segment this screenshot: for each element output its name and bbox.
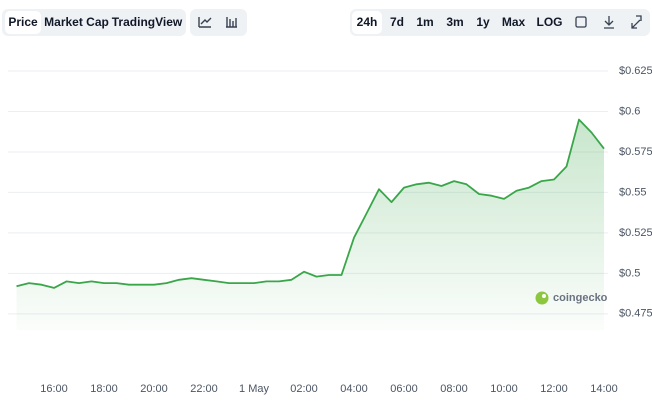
range-button[interactable]: 3m <box>446 15 463 29</box>
range-button[interactable]: 1m <box>416 15 433 29</box>
x-tick-label: 12:00 <box>540 383 568 395</box>
y-tick-label: $0.525 <box>619 227 652 239</box>
toolbar-icons <box>575 15 642 29</box>
x-tick-label: 1 May <box>239 383 269 395</box>
plot-area: $0.475 $0.5 $0.525 $0.55 $0.575 $0.6 $0.625 16:… <box>8 65 652 395</box>
line-icon[interactable] <box>198 17 212 28</box>
calendar-icon[interactable] <box>575 16 587 28</box>
view-tab[interactable]: TradingView <box>112 15 183 29</box>
active-tab <box>5 11 41 34</box>
x-tick-label: 10:00 <box>490 383 518 395</box>
y-tick-label: $0.625 <box>619 65 652 77</box>
watermark-logo-eye <box>542 294 546 298</box>
x-tick-label: 22:00 <box>190 383 218 395</box>
y-tick-label: $0.55 <box>619 186 647 198</box>
price-line <box>16 118 605 289</box>
range-button[interactable]: 24h <box>357 15 378 29</box>
x-tick-label: 02:00 <box>290 383 318 395</box>
bar-icon[interactable] <box>226 17 237 28</box>
x-tick-label: 14:00 <box>590 383 618 395</box>
x-tick-label: 08:00 <box>440 383 468 395</box>
range-button[interactable]: 7d <box>390 15 404 29</box>
watermark-text: coingecko <box>553 292 608 304</box>
view-tab[interactable]: Price <box>8 15 38 29</box>
y-tick-label: $0.5 <box>619 267 640 279</box>
download-icon[interactable] <box>604 16 614 29</box>
range-group <box>350 9 650 36</box>
view-tab[interactable]: Market Cap <box>44 15 109 29</box>
x-tick-label: 16:00 <box>40 383 68 395</box>
range-button[interactable]: 1y <box>476 15 490 29</box>
x-tick-label: 06:00 <box>390 383 418 395</box>
watermark: coingecko <box>535 291 608 305</box>
toolbar: Price Market Cap TradingView 24h 7d 1m 3m 1y Max… <box>5 11 563 34</box>
y-tick-label: $0.575 <box>619 146 652 158</box>
expand-icon[interactable] <box>631 15 642 29</box>
range-button[interactable]: Max <box>502 15 526 29</box>
x-tick-label: 04:00 <box>340 383 368 395</box>
watermark-logo <box>535 291 549 305</box>
x-tick-label: 18:00 <box>90 383 118 395</box>
icon-group <box>190 9 247 36</box>
y-tick-label: $0.6 <box>619 105 640 117</box>
view-group <box>2 9 186 36</box>
chart-style-buttons <box>198 17 237 28</box>
y-tick-label: $0.475 <box>619 308 652 320</box>
active-range <box>352 11 382 34</box>
range-button[interactable]: LOG <box>537 15 563 29</box>
x-tick-label: 20:00 <box>140 383 168 395</box>
price-area <box>16 119 604 330</box>
